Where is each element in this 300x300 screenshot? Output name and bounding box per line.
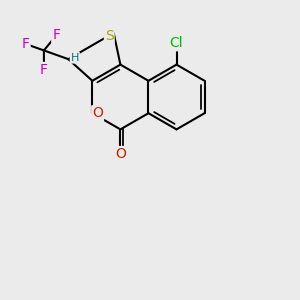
- Text: F: F: [22, 37, 30, 51]
- Text: H: H: [70, 53, 79, 63]
- Text: S: S: [105, 29, 114, 44]
- Text: O: O: [92, 106, 103, 120]
- Text: F: F: [52, 28, 60, 43]
- Text: F: F: [40, 63, 48, 77]
- Text: O: O: [115, 147, 126, 161]
- Text: Cl: Cl: [170, 36, 183, 50]
